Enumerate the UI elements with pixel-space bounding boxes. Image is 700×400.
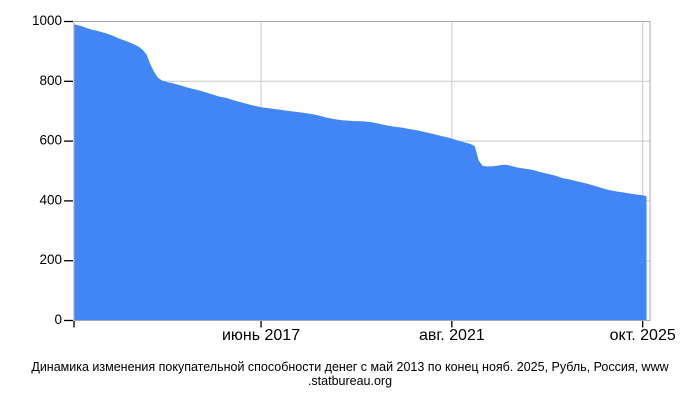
plot-border bbox=[73, 21, 651, 321]
caption-line-2: .statbureau.org bbox=[307, 374, 393, 388]
caption-line-1: Динамика изменения покупательной способн… bbox=[31, 360, 669, 374]
y-tick-label: 400 bbox=[39, 192, 62, 207]
y-tick-label: 800 bbox=[39, 73, 62, 88]
y-tick-label: 600 bbox=[39, 133, 62, 148]
y-tick-label: 200 bbox=[39, 252, 62, 267]
purchasing-power-area-chart: 0 200 400 600 800 1000 июнь 2017 авг. 2021 окт. … bbox=[32, 13, 676, 344]
area-series bbox=[74, 24, 647, 321]
x-tick-label: июнь 2017 bbox=[222, 327, 300, 344]
x-tick-label: окт. 2025 bbox=[610, 327, 676, 344]
chart-caption: Динамика изменения покупательной способн… bbox=[0, 360, 700, 388]
x-tick-label: авг. 2021 bbox=[419, 327, 485, 344]
y-tick-label: 0 bbox=[54, 312, 62, 327]
y-tick-label: 1000 bbox=[32, 13, 62, 28]
